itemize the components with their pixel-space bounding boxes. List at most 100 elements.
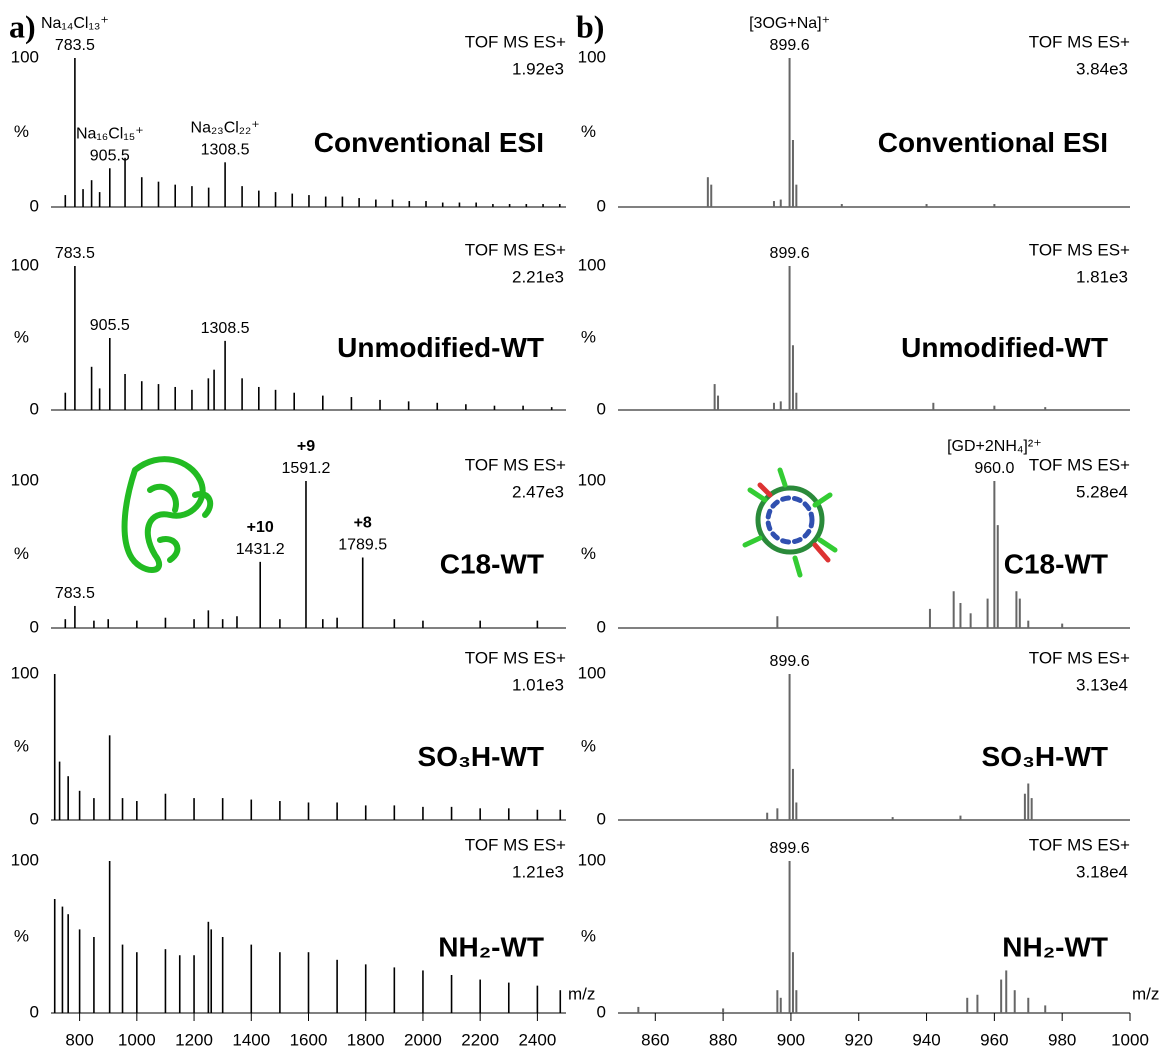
x-tick-label: 1400: [232, 1030, 270, 1049]
y-axis-label: %: [581, 926, 596, 945]
y-tick-label: 100: [578, 663, 606, 682]
peak-label: 783.5: [55, 585, 95, 602]
y-axis-label: %: [14, 736, 29, 755]
mode-label: TOF MS ES+: [1029, 240, 1130, 259]
y-tick-label: 100: [11, 255, 39, 274]
peak-label: 783.5: [55, 245, 95, 262]
mode-label: TOF MS ES+: [1029, 455, 1130, 474]
cyclodextrin-structure: [742, 467, 838, 578]
y-tick-label: 0: [597, 399, 606, 418]
mode-label: TOF MS ES+: [1029, 32, 1130, 51]
panel-label: a): [9, 8, 36, 44]
mode-label: TOF MS ES+: [465, 648, 566, 667]
x-tick-label: 880: [709, 1030, 737, 1049]
condition-label: SO₃H-WT: [982, 741, 1108, 772]
intensity-label: 2.47e3: [512, 482, 564, 501]
intensity-label: 2.21e3: [512, 267, 564, 286]
intensity-label: 5.28e4: [1076, 482, 1128, 501]
y-tick-label: 0: [597, 196, 606, 215]
intensity-label: 3.13e4: [1076, 675, 1128, 694]
peak-label: 1308.5: [201, 320, 250, 337]
peak-label: 1431.2: [236, 541, 285, 558]
peak-label: 905.5: [90, 317, 130, 334]
ion-label: Na₂₃Cl₂₂⁺: [191, 120, 260, 137]
y-tick-label: 100: [11, 470, 39, 489]
condition-label: SO₃H-WT: [418, 741, 544, 772]
y-axis-label: %: [14, 327, 29, 346]
intensity-label: 1.81e3: [1076, 267, 1128, 286]
peak-label: 899.6: [770, 653, 810, 670]
ion-label: [GD+2NH₄]²⁺: [947, 438, 1042, 455]
x-tick-label: 920: [845, 1030, 873, 1049]
y-tick-label: 100: [578, 47, 606, 66]
ion-label: [3OG+Na]⁺: [749, 15, 830, 32]
peak-label: 1591.2: [282, 460, 331, 477]
protein-structure: [121, 456, 214, 573]
intensity-label: 3.84e3: [1076, 59, 1128, 78]
intensity-label: 3.18e4: [1076, 862, 1128, 881]
x-tick-label: 2400: [518, 1030, 556, 1049]
mode-label: TOF MS ES+: [465, 835, 566, 854]
x-tick-label: 960: [980, 1030, 1008, 1049]
y-tick-label: 0: [597, 617, 606, 636]
condition-label: Conventional ESI: [878, 127, 1108, 158]
intensity-label: 1.92e3: [512, 59, 564, 78]
condition-label: NH₂-WT: [438, 932, 544, 963]
ion-label: Na₁₆Cl₁₅⁺: [76, 125, 144, 142]
x-tick-label: 1800: [347, 1030, 385, 1049]
y-axis-label: %: [581, 122, 596, 141]
peak-label: 899.6: [770, 840, 810, 857]
panel-label: b): [576, 8, 604, 44]
peak-label: 905.5: [90, 147, 130, 164]
y-axis-label: %: [581, 327, 596, 346]
y-tick-label: 0: [30, 617, 39, 636]
x-tick-label: 1000: [1111, 1030, 1149, 1049]
y-axis-label: %: [14, 926, 29, 945]
condition-label: C18-WT: [440, 549, 544, 580]
y-tick-label: 0: [30, 1002, 39, 1021]
y-tick-label: 0: [597, 809, 606, 828]
intensity-label: 1.21e3: [512, 862, 564, 881]
mode-label: TOF MS ES+: [465, 240, 566, 259]
peak-label: 1308.5: [201, 142, 250, 159]
condition-label: C18-WT: [1004, 549, 1108, 580]
y-axis-label: %: [14, 122, 29, 141]
condition-label: Conventional ESI: [314, 127, 544, 158]
condition-label: NH₂-WT: [1002, 932, 1108, 963]
y-axis-label: %: [581, 736, 596, 755]
intensity-label: 1.01e3: [512, 675, 564, 694]
y-tick-label: 100: [578, 850, 606, 869]
y-tick-label: 100: [11, 850, 39, 869]
y-tick-label: 0: [30, 809, 39, 828]
y-axis-label: %: [581, 544, 596, 563]
y-tick-label: 100: [11, 47, 39, 66]
condition-label: Unmodified-WT: [901, 332, 1108, 363]
mode-label: TOF MS ES+: [465, 32, 566, 51]
mode-label: TOF MS ES+: [1029, 835, 1130, 854]
peak-label: 960.0: [974, 460, 1014, 477]
x-tick-label: 860: [641, 1030, 669, 1049]
charge-label: +10: [247, 519, 274, 536]
x-tick-label: 900: [777, 1030, 805, 1049]
x-tick-label: 980: [1048, 1030, 1076, 1049]
x-tick-label: 940: [912, 1030, 940, 1049]
x-axis-label: m/z: [568, 984, 595, 1003]
y-tick-label: 0: [30, 399, 39, 418]
x-tick-label: 800: [65, 1030, 93, 1049]
peak-label: 783.5: [55, 37, 95, 54]
x-tick-label: 2000: [404, 1030, 442, 1049]
y-axis-label: %: [14, 544, 29, 563]
y-tick-label: 100: [578, 255, 606, 274]
ion-label: Na₁₄Cl₁₃⁺: [41, 15, 109, 32]
x-tick-label: 1000: [118, 1030, 156, 1049]
y-tick-label: 100: [11, 663, 39, 682]
y-tick-label: 0: [597, 1002, 606, 1021]
charge-label: +8: [354, 515, 372, 532]
y-tick-label: 0: [30, 196, 39, 215]
peak-label: 899.6: [770, 37, 810, 54]
x-axis-label: m/z: [1132, 984, 1159, 1003]
x-tick-label: 2200: [461, 1030, 499, 1049]
x-tick-label: 1600: [290, 1030, 328, 1049]
mode-label: TOF MS ES+: [1029, 648, 1130, 667]
